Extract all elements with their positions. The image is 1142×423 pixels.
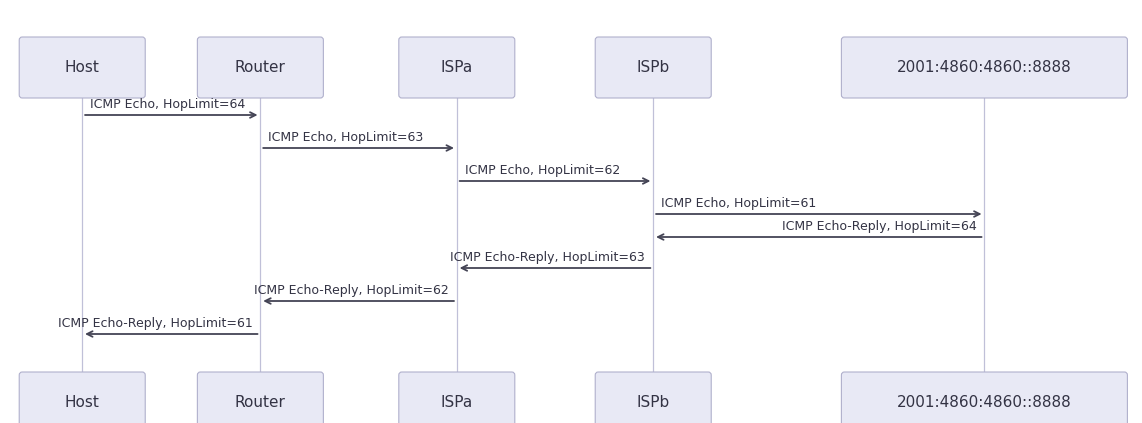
FancyBboxPatch shape — [198, 37, 323, 98]
FancyBboxPatch shape — [595, 372, 711, 423]
Text: ICMP Echo-Reply, HopLimit=62: ICMP Echo-Reply, HopLimit=62 — [254, 284, 449, 297]
FancyBboxPatch shape — [399, 372, 515, 423]
Text: ISPb: ISPb — [636, 60, 670, 75]
Text: ICMP Echo, HopLimit=63: ICMP Echo, HopLimit=63 — [268, 131, 424, 144]
Text: 2001:4860:4860::8888: 2001:4860:4860::8888 — [896, 395, 1072, 410]
Text: ISPa: ISPa — [441, 60, 473, 75]
Text: ISPa: ISPa — [441, 395, 473, 410]
FancyBboxPatch shape — [19, 372, 145, 423]
Text: Router: Router — [235, 60, 286, 75]
Text: ICMP Echo-Reply, HopLimit=63: ICMP Echo-Reply, HopLimit=63 — [450, 251, 645, 264]
Text: ISPb: ISPb — [636, 395, 670, 410]
FancyBboxPatch shape — [842, 37, 1127, 98]
Text: ICMP Echo, HopLimit=64: ICMP Echo, HopLimit=64 — [90, 98, 246, 111]
Text: Host: Host — [65, 60, 99, 75]
FancyBboxPatch shape — [19, 37, 145, 98]
Text: Router: Router — [235, 395, 286, 410]
FancyBboxPatch shape — [198, 372, 323, 423]
Text: ICMP Echo-Reply, HopLimit=61: ICMP Echo-Reply, HopLimit=61 — [57, 317, 252, 330]
FancyBboxPatch shape — [399, 37, 515, 98]
Text: ICMP Echo, HopLimit=62: ICMP Echo, HopLimit=62 — [465, 164, 620, 177]
Text: ICMP Echo, HopLimit=61: ICMP Echo, HopLimit=61 — [661, 197, 817, 210]
Text: Host: Host — [65, 395, 99, 410]
FancyBboxPatch shape — [842, 372, 1127, 423]
Text: 2001:4860:4860::8888: 2001:4860:4860::8888 — [896, 60, 1072, 75]
FancyBboxPatch shape — [595, 37, 711, 98]
Text: ICMP Echo-Reply, HopLimit=64: ICMP Echo-Reply, HopLimit=64 — [781, 220, 976, 233]
